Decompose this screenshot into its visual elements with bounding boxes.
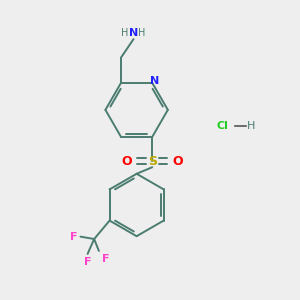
Text: H: H [138, 28, 146, 38]
Text: N: N [129, 28, 138, 38]
Text: H: H [122, 28, 129, 38]
Text: F: F [102, 254, 110, 264]
Text: S: S [148, 155, 157, 168]
Text: F: F [84, 257, 92, 268]
Text: H: H [247, 121, 255, 131]
Text: O: O [172, 155, 183, 168]
Text: F: F [70, 232, 77, 242]
Text: N: N [150, 76, 159, 86]
Text: O: O [122, 155, 132, 168]
Text: Cl: Cl [217, 121, 229, 131]
